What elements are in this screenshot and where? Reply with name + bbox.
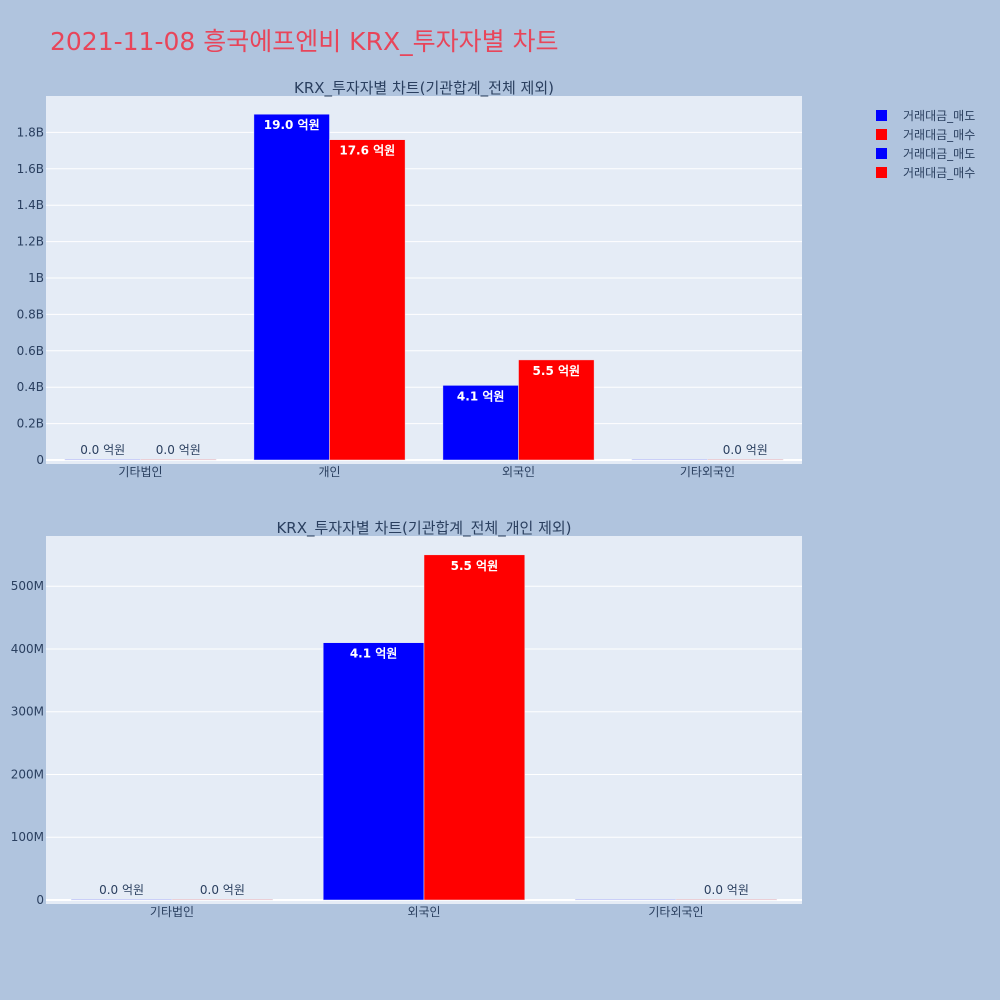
legend-swatch [876,148,887,159]
data-label: 17.6 억원 [339,144,395,158]
legend-swatch [876,129,887,140]
chart-subtitle: KRX_투자자별 차트(기관합계_전체 제외) [294,79,554,98]
y-tick-label: 1.6B [17,162,44,176]
bar [322,642,425,901]
x-tick-label: 외국인 [407,905,440,919]
chart-subtitle: KRX_투자자별 차트(기관합계_전체_개인 제외) [276,519,571,538]
bar [329,139,406,461]
y-tick-label: 500M [11,579,44,593]
legend-label: 거래대금_매도 [903,147,976,161]
legend-label: 거래대금_매도 [903,109,976,123]
y-tick-label: 100M [11,830,44,844]
data-label: 19.0 억원 [264,118,320,132]
y-tick-label: 1.2B [17,235,44,249]
legend-item[interactable]: 거래대금_매수 [876,163,975,182]
legend-item[interactable]: 거래대금_매수 [876,125,975,144]
y-tick-label: 200M [11,767,44,781]
y-tick-label: 0.6B [17,344,44,358]
y-tick-label: 1B [28,271,44,285]
page-title: 2021-11-08 흥국에프엔비 KRX_투자자별 차트 [50,27,559,56]
y-tick-label: 0.8B [17,307,44,321]
data-label: 0.0 억원 [156,443,201,457]
legend-label: 거래대금_매수 [903,166,976,180]
y-tick-label: 1.8B [17,125,44,139]
bar [253,113,330,461]
x-tick-label: 기타법인 [150,905,194,919]
data-label: 0.0 억원 [704,883,749,897]
legend: 거래대금_매도 거래대금_매수 거래대금_매도 거래대금_매수 [876,106,975,182]
bar [518,359,595,461]
legend-swatch [876,167,887,178]
data-label: 0.0 억원 [99,883,144,897]
plot-area [46,96,802,464]
data-label: 5.5 억원 [451,559,499,573]
data-label: 4.1 억원 [457,389,505,403]
bar [140,459,217,461]
y-tick-label: 400M [11,642,44,656]
x-tick-label: 개인 [318,465,340,479]
x-tick-label: 외국인 [502,465,535,479]
y-tick-label: 0 [36,893,44,907]
data-label: 0.0 억원 [200,883,245,897]
y-tick-label: 0 [36,453,44,467]
legend-swatch [876,110,887,121]
data-label: 5.5 억원 [533,364,581,378]
x-tick-label: 기타외국인 [648,905,703,919]
y-tick-label: 300M [11,705,44,719]
bar [675,899,778,901]
x-tick-label: 기타법인 [118,465,162,479]
bar [171,899,274,901]
y-tick-label: 0.4B [17,380,44,394]
bar [70,899,173,901]
y-tick-label: 1.4B [17,198,44,212]
bar [423,554,526,901]
data-label: 0.0 억원 [723,443,768,457]
legend-label: 거래대금_매수 [903,128,976,142]
legend-item[interactable]: 거래대금_매도 [876,144,975,163]
bar [574,899,677,901]
bar [707,459,784,461]
data-label: 4.1 억원 [350,647,398,661]
x-tick-label: 기타외국인 [680,465,735,479]
data-label: 0.0 억원 [80,443,125,457]
y-tick-label: 0.2B [17,417,44,431]
legend-item[interactable]: 거래대금_매도 [876,106,975,125]
